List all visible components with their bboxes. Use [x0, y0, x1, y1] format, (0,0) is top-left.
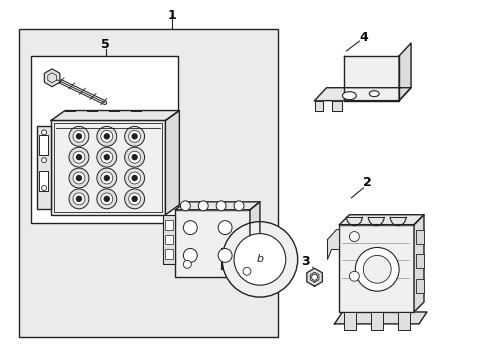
Circle shape: [97, 147, 117, 167]
Bar: [165, 249, 173, 260]
Circle shape: [132, 196, 137, 201]
Polygon shape: [344, 56, 398, 100]
Polygon shape: [339, 215, 423, 225]
Circle shape: [101, 151, 113, 163]
Polygon shape: [332, 100, 342, 111]
Polygon shape: [413, 215, 423, 312]
Ellipse shape: [368, 91, 379, 96]
Circle shape: [363, 255, 390, 283]
Circle shape: [41, 158, 46, 163]
Circle shape: [128, 172, 141, 184]
Circle shape: [97, 126, 117, 146]
Polygon shape: [334, 312, 426, 324]
Circle shape: [73, 130, 85, 142]
Circle shape: [73, 151, 85, 163]
Circle shape: [97, 189, 117, 209]
Circle shape: [128, 151, 141, 163]
Circle shape: [41, 185, 46, 190]
Polygon shape: [327, 230, 339, 260]
Text: 3: 3: [301, 255, 309, 268]
Circle shape: [311, 274, 317, 280]
Polygon shape: [306, 268, 322, 286]
Circle shape: [69, 168, 89, 188]
Circle shape: [355, 247, 398, 291]
Bar: [415, 279, 423, 293]
Bar: [165, 220, 173, 230]
Bar: [339, 225, 413, 312]
Circle shape: [69, 147, 89, 167]
Circle shape: [132, 176, 137, 180]
Polygon shape: [44, 69, 60, 87]
Circle shape: [104, 196, 109, 201]
Polygon shape: [51, 111, 179, 121]
Circle shape: [69, 189, 89, 209]
Bar: [31, 56, 178, 223]
Bar: [415, 230, 423, 243]
Bar: [54, 123, 162, 212]
Text: b: b: [256, 255, 263, 264]
Bar: [39, 171, 48, 191]
Bar: [397, 312, 409, 330]
Text: 2: 2: [362, 176, 371, 189]
Circle shape: [104, 134, 109, 139]
Text: 1: 1: [168, 9, 177, 22]
Ellipse shape: [342, 92, 356, 100]
Bar: [344, 312, 356, 330]
Bar: [19, 29, 277, 337]
Circle shape: [234, 234, 285, 285]
Circle shape: [73, 172, 85, 184]
Polygon shape: [314, 88, 410, 100]
Circle shape: [101, 172, 113, 184]
Circle shape: [104, 155, 109, 159]
Circle shape: [128, 130, 141, 142]
Circle shape: [41, 130, 46, 135]
Circle shape: [76, 196, 81, 201]
Circle shape: [216, 201, 225, 211]
Circle shape: [218, 221, 232, 235]
Text: 4: 4: [358, 31, 367, 44]
Circle shape: [101, 130, 113, 142]
Circle shape: [132, 155, 137, 159]
Circle shape: [124, 168, 144, 188]
Circle shape: [76, 155, 81, 159]
Polygon shape: [314, 100, 322, 111]
Circle shape: [69, 126, 89, 146]
Circle shape: [76, 134, 81, 139]
Circle shape: [349, 231, 359, 242]
Circle shape: [183, 221, 197, 235]
Bar: [39, 135, 48, 155]
Circle shape: [124, 126, 144, 146]
Circle shape: [97, 168, 117, 188]
Bar: [370, 312, 383, 330]
Circle shape: [198, 201, 208, 211]
Polygon shape: [175, 202, 260, 210]
Circle shape: [183, 260, 191, 268]
Circle shape: [124, 189, 144, 209]
Circle shape: [234, 201, 244, 211]
Circle shape: [73, 193, 85, 205]
Circle shape: [218, 248, 232, 262]
Polygon shape: [249, 202, 260, 277]
Bar: [163, 215, 175, 264]
Polygon shape: [165, 111, 179, 215]
Circle shape: [183, 248, 197, 262]
Circle shape: [180, 201, 190, 211]
Circle shape: [104, 176, 109, 180]
Circle shape: [132, 134, 137, 139]
Bar: [175, 210, 249, 277]
Bar: [51, 121, 165, 215]
Text: 5: 5: [101, 37, 110, 50]
Circle shape: [349, 271, 359, 281]
Bar: [37, 126, 51, 209]
Polygon shape: [398, 43, 410, 100]
Circle shape: [124, 147, 144, 167]
Bar: [165, 235, 173, 244]
Circle shape: [243, 267, 250, 275]
Circle shape: [128, 193, 141, 205]
Circle shape: [76, 176, 81, 180]
Circle shape: [101, 193, 113, 205]
Circle shape: [222, 222, 297, 297]
Bar: [415, 255, 423, 268]
